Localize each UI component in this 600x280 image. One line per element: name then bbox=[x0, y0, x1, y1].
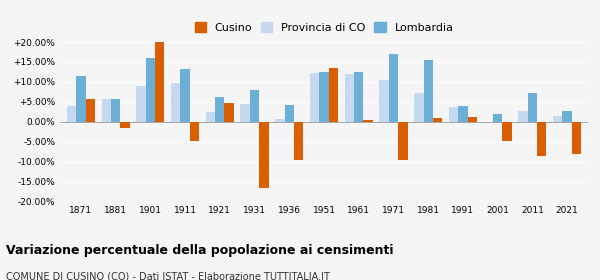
Text: Variazione percentuale della popolazione ai censimenti: Variazione percentuale della popolazione… bbox=[6, 244, 394, 256]
Bar bbox=[259, 122, 269, 188]
Bar bbox=[424, 60, 433, 122]
Bar bbox=[76, 76, 86, 122]
Bar bbox=[364, 120, 373, 122]
Bar bbox=[458, 106, 467, 122]
Bar bbox=[562, 111, 572, 122]
Bar bbox=[294, 122, 304, 160]
Bar bbox=[146, 58, 155, 122]
Bar bbox=[433, 118, 442, 122]
Bar bbox=[493, 114, 502, 122]
Bar bbox=[319, 72, 329, 122]
Bar bbox=[120, 122, 130, 128]
Bar bbox=[398, 122, 407, 160]
Bar bbox=[136, 86, 146, 122]
Bar bbox=[354, 72, 364, 122]
Bar bbox=[250, 90, 259, 122]
Bar bbox=[379, 80, 389, 122]
Bar bbox=[206, 112, 215, 122]
Bar bbox=[449, 107, 458, 122]
Bar bbox=[215, 97, 224, 122]
Bar bbox=[537, 122, 547, 156]
Bar bbox=[310, 73, 319, 122]
Bar bbox=[553, 116, 562, 122]
Bar bbox=[502, 122, 512, 141]
Bar bbox=[101, 99, 111, 122]
Bar bbox=[224, 103, 234, 122]
Bar bbox=[275, 119, 284, 122]
Text: COMUNE DI CUSINO (CO) - Dati ISTAT - Elaborazione TUTTITALIA.IT: COMUNE DI CUSINO (CO) - Dati ISTAT - Ela… bbox=[6, 272, 330, 280]
Bar bbox=[528, 93, 537, 122]
Legend: Cusino, Provincia di CO, Lombardia: Cusino, Provincia di CO, Lombardia bbox=[191, 19, 457, 36]
Bar bbox=[241, 104, 250, 122]
Bar bbox=[414, 93, 424, 122]
Bar bbox=[344, 74, 354, 122]
Bar bbox=[518, 111, 528, 122]
Bar bbox=[329, 68, 338, 122]
Bar bbox=[190, 122, 199, 141]
Bar bbox=[171, 83, 181, 122]
Bar bbox=[155, 42, 164, 122]
Bar bbox=[284, 105, 294, 122]
Bar bbox=[111, 99, 120, 122]
Bar bbox=[181, 69, 190, 122]
Bar bbox=[572, 122, 581, 154]
Bar bbox=[389, 54, 398, 122]
Bar bbox=[467, 117, 477, 122]
Bar bbox=[86, 99, 95, 122]
Bar bbox=[67, 106, 76, 122]
